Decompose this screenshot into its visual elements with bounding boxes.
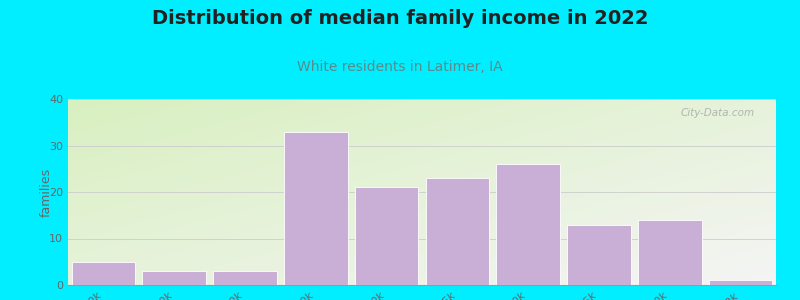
- Bar: [567, 224, 631, 285]
- Bar: [142, 271, 206, 285]
- Bar: [284, 131, 348, 285]
- Text: City-Data.com: City-Data.com: [681, 108, 754, 118]
- Y-axis label: families: families: [40, 167, 53, 217]
- Bar: [638, 220, 702, 285]
- Bar: [709, 280, 773, 285]
- Bar: [496, 164, 560, 285]
- Bar: [71, 262, 135, 285]
- Bar: [213, 271, 277, 285]
- Text: White residents in Latimer, IA: White residents in Latimer, IA: [297, 60, 503, 74]
- Bar: [354, 187, 418, 285]
- Text: Distribution of median family income in 2022: Distribution of median family income in …: [152, 9, 648, 28]
- Bar: [426, 178, 490, 285]
